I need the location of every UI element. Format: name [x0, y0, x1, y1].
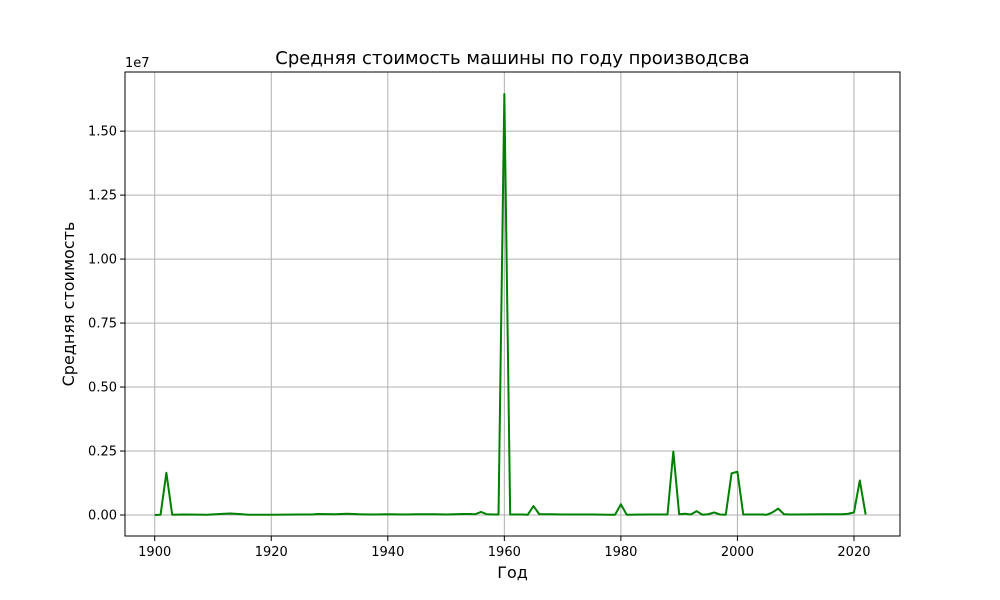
y-tick-label: 0.75 — [88, 317, 117, 332]
x-tick-label: 1960 — [488, 545, 521, 560]
y-tick-label: 1.25 — [88, 189, 117, 204]
x-tick-label: 2000 — [721, 545, 754, 560]
y-tick-label: 1.00 — [88, 253, 117, 268]
y-tick-label: 0.50 — [88, 381, 117, 396]
grid — [125, 72, 900, 536]
y-axis-label: Средняя стоимость — [59, 222, 78, 387]
x-tick-label: 1900 — [138, 545, 171, 560]
y-tick-label: 0.00 — [88, 509, 117, 524]
x-axis-label: Год — [497, 563, 528, 582]
x-tick-label: 2020 — [837, 545, 870, 560]
y-tick-label: 1.50 — [88, 125, 117, 140]
y-axis: 0.00 0.25 0.50 0.75 1.00 1.25 1.50 — [88, 125, 125, 524]
plot-area-frame — [124, 71, 901, 537]
chart-title: Средняя стоимость машины по году произво… — [275, 48, 749, 69]
x-axis: 1900 1920 1940 1960 1980 2000 2020 — [138, 536, 871, 560]
x-tick-label: 1940 — [371, 545, 404, 560]
x-tick-label: 1980 — [604, 545, 637, 560]
y-offset-label: 1e7 — [125, 56, 150, 71]
series-line — [154, 93, 867, 517]
y-tick-label: 0.25 — [88, 445, 117, 460]
x-tick-label: 1920 — [255, 545, 288, 560]
